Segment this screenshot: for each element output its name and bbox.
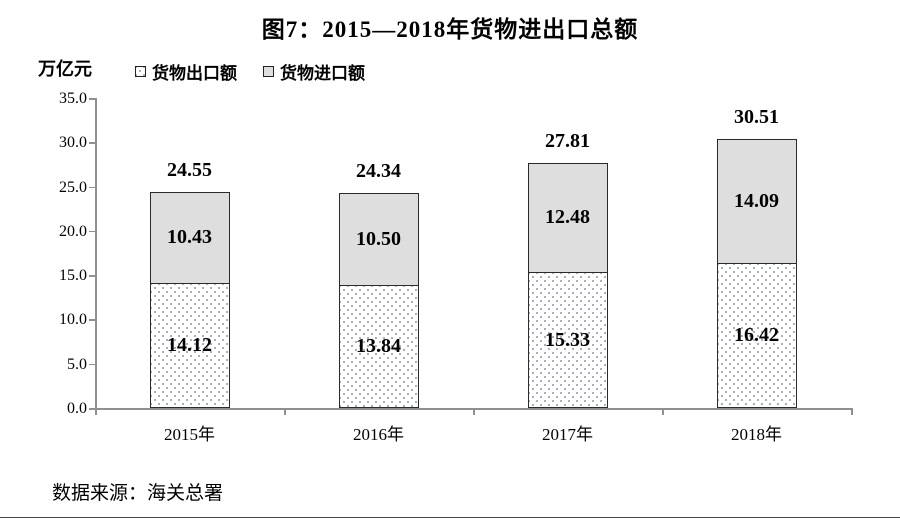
export-value-label: 14.12 xyxy=(167,333,212,356)
bar-segment-import: 10.43 xyxy=(149,191,230,284)
bar-segment-export: 14.12 xyxy=(149,282,230,408)
total-value-label: 24.34 xyxy=(356,160,401,183)
legend: 货物出口额 货物进口额 xyxy=(135,59,365,84)
total-value-label: 24.55 xyxy=(167,158,212,181)
export-swatch-icon xyxy=(135,66,146,77)
y-tick-label: 30.0 xyxy=(59,134,87,152)
legend-label-imports: 货物进口额 xyxy=(280,64,365,83)
x-tick xyxy=(662,408,664,415)
import-value-label: 10.50 xyxy=(356,228,401,251)
y-tick-label: 15.0 xyxy=(59,267,87,285)
y-tick xyxy=(89,275,95,277)
legend-item-exports: 货物出口额 xyxy=(135,59,237,84)
export-value-label: 16.42 xyxy=(734,323,779,346)
x-tick xyxy=(284,408,286,415)
y-tick-label: 0.0 xyxy=(67,400,87,417)
y-tick xyxy=(89,363,95,366)
y-tick xyxy=(89,408,95,410)
bar-segment-import: 10.50 xyxy=(338,193,419,287)
y-axis-line xyxy=(95,98,97,408)
import-swatch-icon xyxy=(263,66,274,77)
export-value-label: 15.33 xyxy=(545,328,590,351)
export-value-label: 13.84 xyxy=(356,335,401,358)
y-tick-label: 5.0 xyxy=(67,355,87,373)
import-value-label: 12.48 xyxy=(545,206,590,229)
y-axis-unit-label: 万亿元 xyxy=(38,59,92,79)
x-category-label: 2015年 xyxy=(164,425,215,444)
total-value-label: 30.51 xyxy=(734,105,779,128)
y-tick xyxy=(89,142,95,144)
y-tick xyxy=(89,186,95,189)
bar-segment-import: 14.09 xyxy=(716,138,797,264)
chart-title: 图7：2015—2018年货物进出口总额 xyxy=(261,17,639,42)
y-tick xyxy=(89,230,95,233)
total-value-label: 27.81 xyxy=(545,129,590,152)
y-tick-label: 25.0 xyxy=(59,178,87,196)
bar-segment-import: 12.48 xyxy=(527,162,608,274)
x-tick xyxy=(851,408,853,415)
x-category-label: 2018年 xyxy=(731,425,782,444)
x-category-label: 2016年 xyxy=(353,425,404,444)
y-tick-label: 20.0 xyxy=(59,222,87,240)
y-tick-label: 35.0 xyxy=(59,90,87,107)
bar-segment-export: 13.84 xyxy=(338,285,419,408)
legend-item-imports: 货物进口额 xyxy=(263,59,365,84)
y-tick xyxy=(89,98,95,100)
y-tick xyxy=(89,319,95,321)
import-value-label: 14.09 xyxy=(734,189,779,212)
data-source-note: 数据来源：海关总署 xyxy=(52,483,224,504)
legend-label-exports: 货物出口额 xyxy=(152,64,237,83)
x-tick xyxy=(473,408,475,415)
x-tick xyxy=(95,408,97,415)
bar-segment-export: 15.33 xyxy=(527,272,608,408)
x-category-label: 2017年 xyxy=(542,425,593,444)
y-tick-label: 10.0 xyxy=(59,311,87,329)
import-value-label: 10.43 xyxy=(167,226,212,249)
bar-segment-export: 16.42 xyxy=(716,262,797,408)
